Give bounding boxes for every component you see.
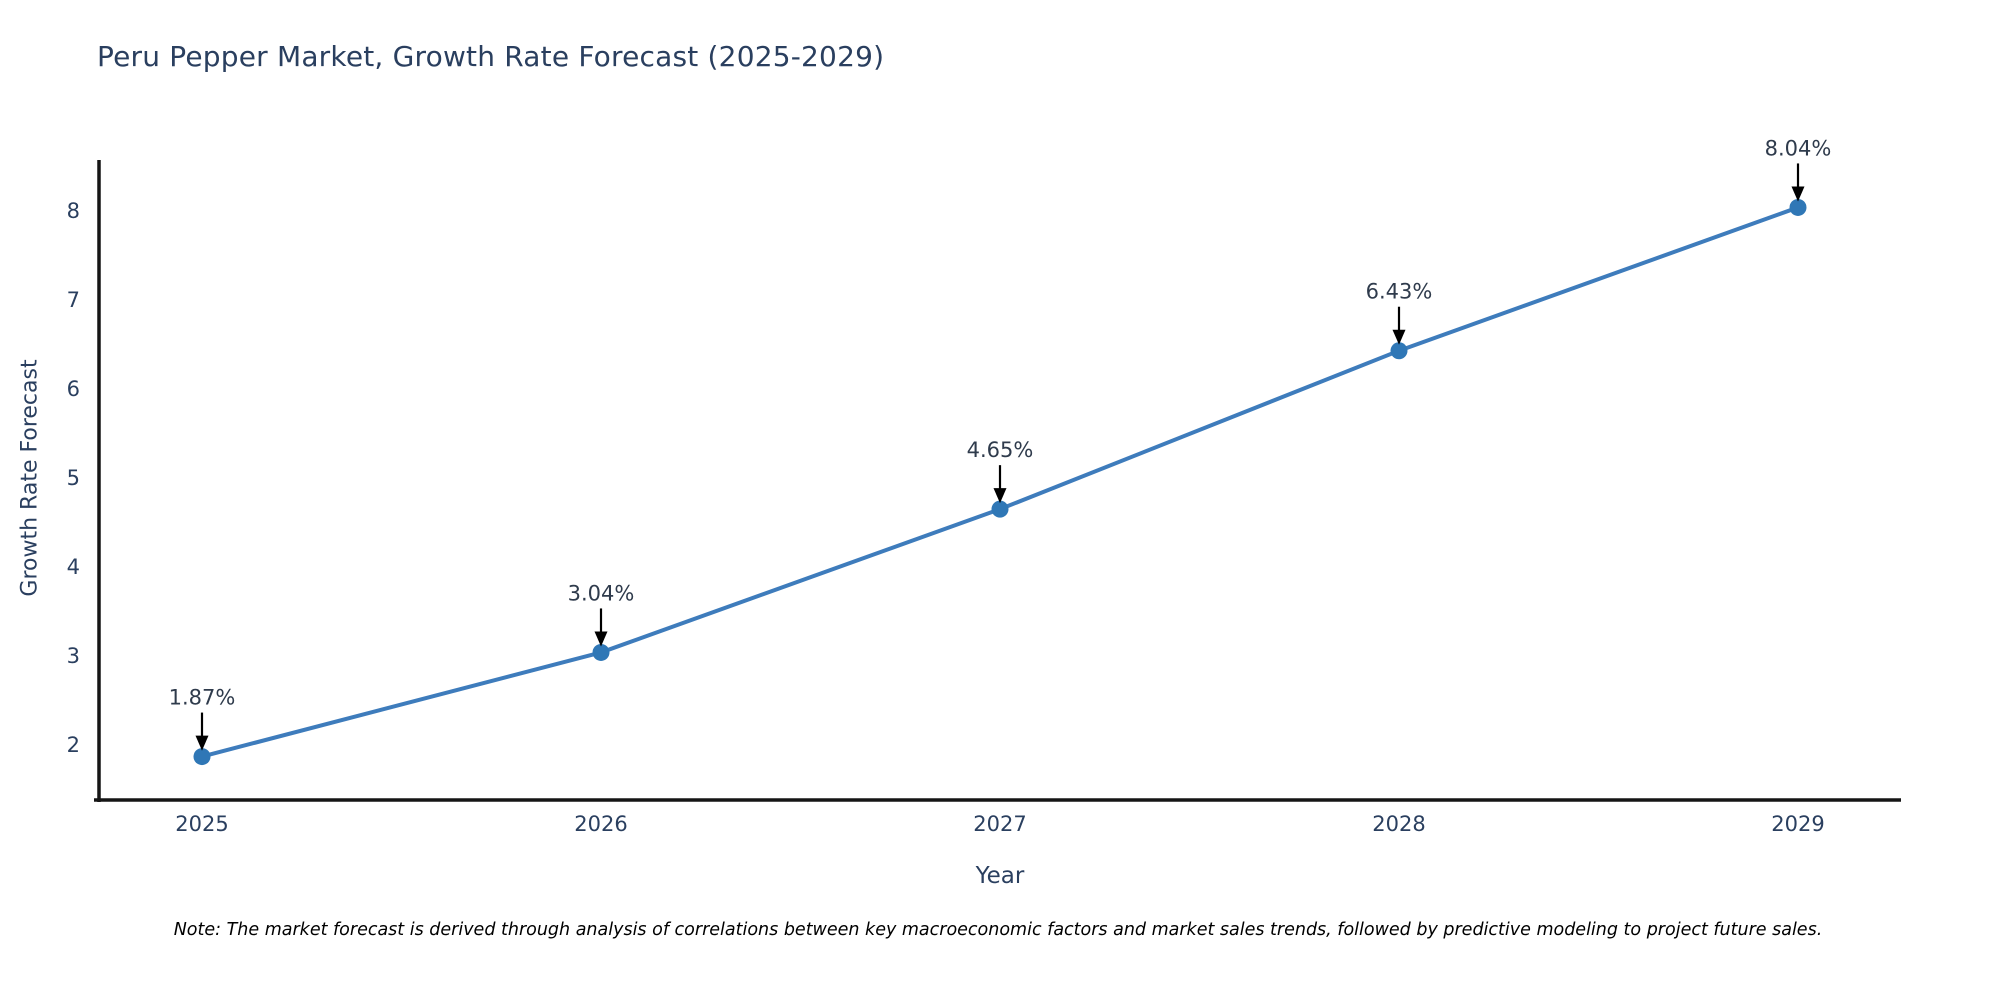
y-tick-label: 3 <box>67 644 80 668</box>
y-tick-label: 2 <box>67 733 80 757</box>
annotation-arrowhead <box>195 735 209 751</box>
data-point <box>1390 342 1408 360</box>
y-tick-label: 5 <box>67 466 80 490</box>
data-point <box>193 748 211 766</box>
x-tick-label: 2029 <box>1771 812 1824 836</box>
point-label: 4.65% <box>967 438 1034 462</box>
data-point <box>1789 198 1807 216</box>
x-tick-label: 2027 <box>973 812 1026 836</box>
x-tick-label: 2028 <box>1372 812 1425 836</box>
y-tick-label: 6 <box>67 377 80 401</box>
x-axis-title: Year <box>975 863 1025 889</box>
footnote: Note: The market forecast is derived thr… <box>173 920 1823 940</box>
y-tick-label: 7 <box>67 288 80 312</box>
annotation-arrowhead <box>993 488 1007 504</box>
x-tick-label: 2026 <box>574 812 627 836</box>
y-tick-label: 4 <box>67 555 80 579</box>
chart-title: Peru Pepper Market, Growth Rate Forecast… <box>97 40 885 73</box>
data-point <box>592 643 610 661</box>
point-label: 1.87% <box>169 686 236 710</box>
annotation-arrowhead <box>1791 186 1805 202</box>
annotation-arrowhead <box>594 631 608 647</box>
data-point <box>991 500 1009 518</box>
x-tick-label: 2025 <box>175 812 228 836</box>
point-label: 3.04% <box>568 581 635 605</box>
point-label: 8.04% <box>1765 136 1832 160</box>
annotation-arrowhead <box>1392 329 1406 345</box>
point-label: 6.43% <box>1366 280 1433 304</box>
y-tick-label: 8 <box>67 199 80 223</box>
